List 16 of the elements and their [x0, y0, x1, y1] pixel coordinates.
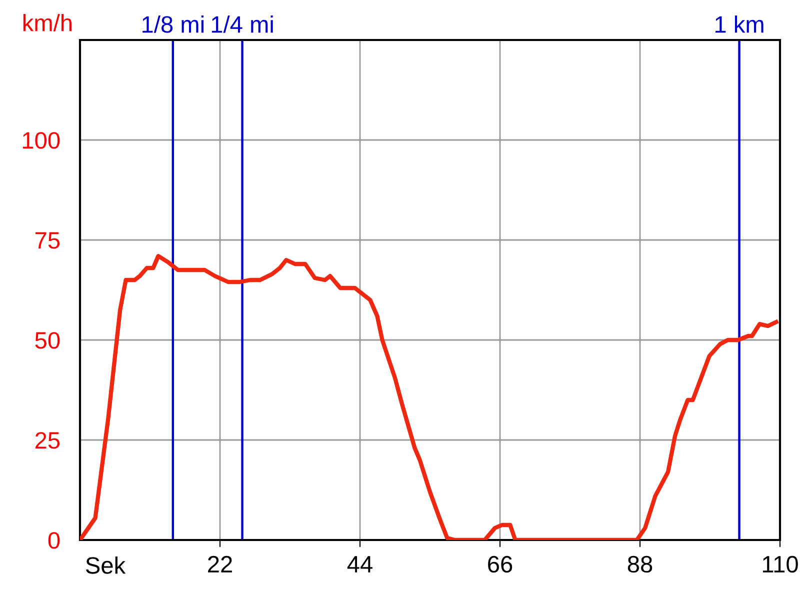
y-tick-label: 100 [22, 132, 60, 149]
y-axis-title: km/h [23, 14, 72, 32]
x-tick-label: 110 [762, 556, 798, 573]
y-tick-label: 50 [35, 332, 60, 349]
x-axis-title: Sek [86, 556, 126, 574]
ref-line-label: 1/4 mi [212, 15, 273, 33]
x-tick-label: 22 [208, 556, 232, 572]
y-tick-label: 75 [36, 232, 60, 249]
ref-line-label: 1/8 mi [142, 15, 204, 33]
ref-line-label: 1 km [715, 15, 764, 33]
x-tick-label: 88 [628, 556, 652, 573]
x-tick-label: 66 [488, 556, 512, 573]
line-series [80, 254, 778, 540]
x-tick-label: 44 [347, 556, 372, 572]
y-tick-label: 0 [48, 532, 60, 549]
y-tick-label: 25 [35, 432, 60, 449]
